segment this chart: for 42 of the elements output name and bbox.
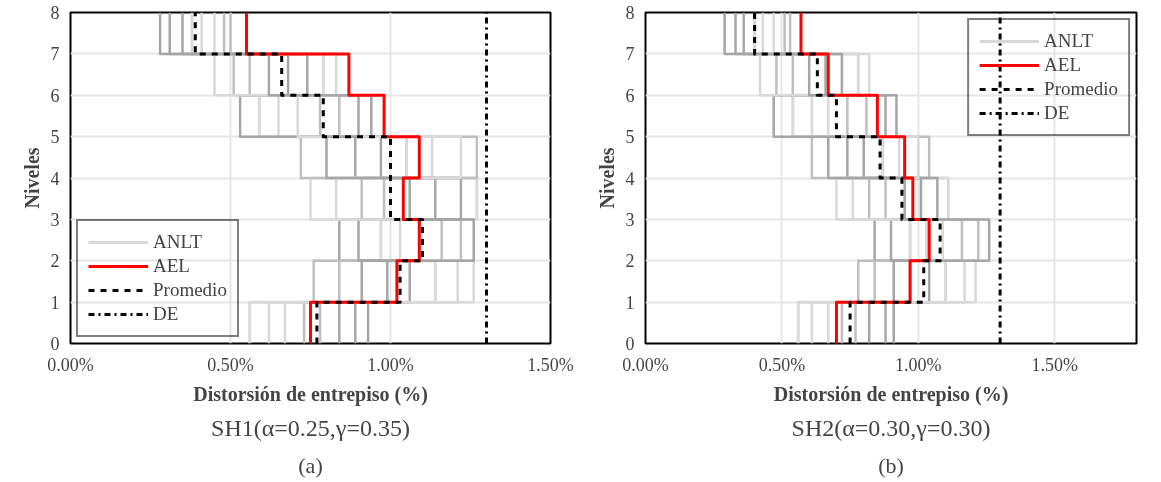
y-tick-label: 6 xyxy=(625,85,635,106)
legend-label: DE xyxy=(1044,102,1070,124)
text: SH2(α=0.30,γ=0.30) xyxy=(791,414,991,441)
y-tick-label: 8 xyxy=(625,3,635,23)
x-tick-label: 0.00% xyxy=(622,354,669,375)
x-tick-label: 0.50% xyxy=(207,354,254,375)
y-tick-label: 2 xyxy=(625,251,635,272)
text: (b) xyxy=(878,452,904,478)
x-tick-label: 0.50% xyxy=(758,354,806,375)
text: SH1(α=0.25,γ=0.35) xyxy=(211,414,410,441)
y-tick-label: 5 xyxy=(50,127,60,148)
x-tick-label: 1.50% xyxy=(527,354,574,375)
y-tick-label: 7 xyxy=(50,44,60,65)
y-tick-label: 6 xyxy=(50,85,60,106)
y-tick-label: 2 xyxy=(50,251,60,272)
y-tick-label: 4 xyxy=(625,168,635,189)
x-tick-label: 1.00% xyxy=(895,354,942,375)
x-axis-title: Distorsión de entrepiso (%) xyxy=(193,382,428,406)
x-tick-label: 1.50% xyxy=(1031,354,1078,375)
legend-label: Promedio xyxy=(1044,78,1118,100)
y-axis-title: Niveles xyxy=(20,147,43,209)
y-tick-label: 0 xyxy=(50,334,60,354)
y-tick-label: 4 xyxy=(50,168,60,189)
text: (a) xyxy=(298,452,323,478)
x-tick-label: 0.00% xyxy=(47,354,94,375)
y-tick-label: 7 xyxy=(625,44,635,65)
y-tick-label: 8 xyxy=(50,3,60,23)
y-tick-label: 3 xyxy=(50,209,60,230)
legend-label: AEL xyxy=(153,255,190,277)
y-tick-label: 0 xyxy=(625,334,635,354)
y-tick-label: 3 xyxy=(625,209,635,230)
y-tick-label: 1 xyxy=(50,292,60,313)
legend-label: Promedio xyxy=(153,279,227,301)
x-tick-label: 1.00% xyxy=(367,354,414,375)
y-tick-label: 5 xyxy=(625,127,635,148)
legend-label: AEL xyxy=(1044,54,1082,76)
legend-label: ANLT xyxy=(1044,30,1094,52)
y-axis-title: Niveles xyxy=(595,147,618,209)
legend-label: DE xyxy=(153,303,179,325)
y-tick-label: 1 xyxy=(625,292,635,313)
legend-label: ANLT xyxy=(153,231,202,253)
x-axis-title: Distorsión de entrepiso (%) xyxy=(773,382,1009,406)
